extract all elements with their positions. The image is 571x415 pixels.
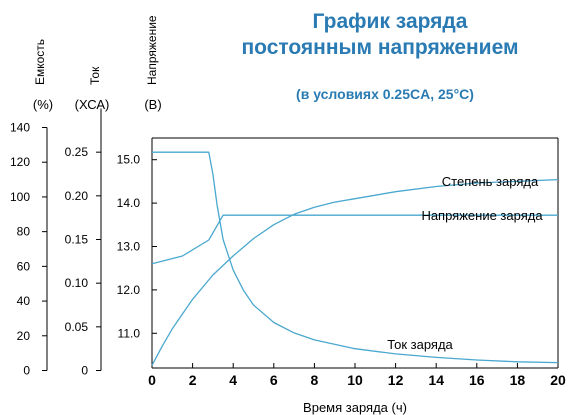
series-line-capacity bbox=[151, 178, 559, 366]
y-axis-label-capacity: Емкость bbox=[33, 39, 47, 85]
x-tick-label: 4 bbox=[229, 372, 237, 388]
y-tick-label-current: 0.05 bbox=[65, 320, 89, 334]
chart-title-line1: График заряда bbox=[312, 10, 468, 33]
y-axis-unit-current: (ХСА) bbox=[75, 97, 110, 112]
y-tick-label-current: 0 bbox=[81, 364, 88, 378]
y-tick-label-current: 0.10 bbox=[65, 276, 89, 290]
y-axis-unit-voltage: (В) bbox=[144, 97, 161, 112]
y-tick-label-capacity: 100 bbox=[10, 190, 30, 204]
x-tick-label: 12 bbox=[388, 372, 404, 388]
y-tick-label-capacity: 60 bbox=[17, 259, 31, 273]
y-tick-label-current: 0.20 bbox=[65, 189, 89, 203]
y-tick-label-voltage: 13.0 bbox=[117, 239, 141, 253]
series-line-current bbox=[152, 151, 559, 364]
x-tick-label: 20 bbox=[550, 372, 566, 388]
series-label-voltage: Напряжение заряда bbox=[421, 208, 543, 223]
y-tick-label-voltage: 15.0 bbox=[117, 153, 141, 167]
x-tick-label: 16 bbox=[469, 372, 485, 388]
x-tick-label: 2 bbox=[189, 372, 197, 388]
y-tick-label-capacity: 80 bbox=[17, 225, 31, 239]
y-tick-label-capacity: 120 bbox=[10, 155, 30, 169]
x-axis-label: Время заряда (ч) bbox=[303, 400, 407, 415]
x-tick-label: 8 bbox=[311, 372, 319, 388]
x-tick-label: 0 bbox=[148, 372, 156, 388]
y-tick-label-voltage: 11.0 bbox=[118, 326, 141, 340]
y-tick-label-voltage: 14.0 bbox=[117, 196, 141, 210]
y-tick-label-capacity: 20 bbox=[17, 329, 31, 343]
y-axis-unit-capacity: (%) bbox=[33, 97, 53, 112]
y-tick-label-current: 0.25 bbox=[65, 145, 89, 159]
x-tick-label: 6 bbox=[270, 372, 278, 388]
y-axis-label-current: Ток bbox=[88, 66, 102, 85]
x-tick-label: 10 bbox=[347, 372, 363, 388]
y-tick-label-capacity: 140 bbox=[10, 121, 30, 135]
y-tick-label-voltage: 12.0 bbox=[117, 283, 141, 297]
series-line-voltage bbox=[151, 214, 558, 265]
x-tick-label: 14 bbox=[428, 372, 444, 388]
x-tick-label: 18 bbox=[510, 372, 526, 388]
chart-subtitle: (в условиях 0.25CA, 25°C) bbox=[296, 86, 474, 102]
series-label-capacity: Степень заряда bbox=[442, 174, 539, 189]
y-tick-label-capacity: 40 bbox=[17, 294, 31, 308]
y-axis-label-voltage: Напряжение bbox=[145, 15, 159, 85]
chart-title-line2: постоянным напряжением bbox=[241, 36, 519, 59]
y-tick-label-current: 0.15 bbox=[65, 233, 89, 247]
series-label-current: Ток заряда bbox=[387, 337, 453, 352]
y-tick-label-capacity: 0 bbox=[23, 364, 30, 378]
